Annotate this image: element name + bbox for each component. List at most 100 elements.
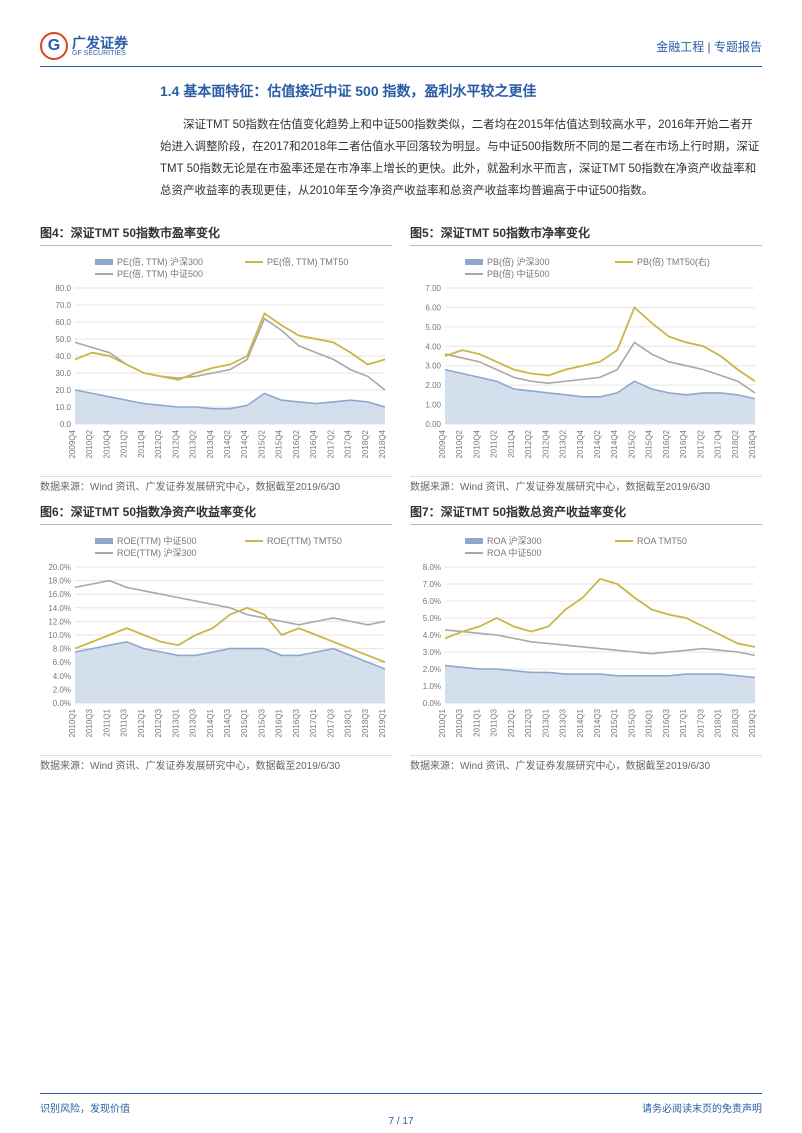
svg-text:2.00: 2.00 bbox=[425, 382, 441, 391]
svg-text:2017Q2: 2017Q2 bbox=[326, 430, 335, 459]
svg-text:2014Q1: 2014Q1 bbox=[206, 709, 215, 738]
svg-text:2015Q3: 2015Q3 bbox=[627, 709, 636, 738]
svg-text:ROE(TTM) 沪深300: ROE(TTM) 沪深300 bbox=[117, 547, 197, 558]
svg-text:10.0: 10.0 bbox=[55, 403, 71, 412]
chart-5-note: 数据来源：Wind 资讯、广发证券发展研究中心，数据截至2019/6/30 bbox=[410, 476, 762, 495]
svg-text:2013Q2: 2013Q2 bbox=[189, 430, 198, 459]
svg-text:2019Q1: 2019Q1 bbox=[748, 709, 757, 738]
svg-text:2016Q1: 2016Q1 bbox=[645, 709, 654, 738]
svg-text:6.0%: 6.0% bbox=[423, 597, 441, 606]
svg-text:8.0%: 8.0% bbox=[423, 563, 441, 572]
svg-text:80.0: 80.0 bbox=[55, 284, 71, 293]
svg-text:6.0%: 6.0% bbox=[53, 659, 71, 668]
page-footer: 识别风险，发现价值 请务必阅读末页的免责声明 bbox=[40, 1093, 762, 1115]
svg-text:2015Q2: 2015Q2 bbox=[627, 430, 636, 459]
svg-text:0.0%: 0.0% bbox=[53, 699, 71, 708]
svg-text:PE(倍, TTM) 沪深300: PE(倍, TTM) 沪深300 bbox=[117, 256, 203, 267]
svg-text:2010Q3: 2010Q3 bbox=[455, 709, 464, 738]
logo-text-en: GF SECURITIES bbox=[72, 50, 128, 57]
svg-text:2015Q2: 2015Q2 bbox=[257, 430, 266, 459]
svg-text:2016Q2: 2016Q2 bbox=[292, 430, 301, 459]
svg-text:60.0: 60.0 bbox=[55, 318, 71, 327]
logo-mark: G bbox=[40, 32, 68, 60]
chart-6-block: 图6：深证TMT 50指数净资产收益率变化 ROE(TTM) 中证500ROE(… bbox=[40, 503, 392, 774]
chart-7-title: 图7：深证TMT 50指数总资产收益率变化 bbox=[410, 503, 762, 525]
footer-left: 识别风险，发现价值 bbox=[40, 1100, 130, 1115]
svg-text:2011Q3: 2011Q3 bbox=[490, 709, 499, 737]
svg-text:2016Q4: 2016Q4 bbox=[679, 430, 688, 459]
svg-text:2013Q4: 2013Q4 bbox=[206, 430, 215, 459]
svg-text:4.0%: 4.0% bbox=[53, 672, 71, 681]
svg-text:20.0%: 20.0% bbox=[48, 563, 71, 572]
header-category: 金融工程 | 专题报告 bbox=[656, 38, 762, 55]
svg-text:2011Q1: 2011Q1 bbox=[102, 709, 111, 737]
svg-text:2012Q3: 2012Q3 bbox=[524, 709, 533, 738]
svg-text:2014Q1: 2014Q1 bbox=[576, 709, 585, 738]
svg-text:2018Q3: 2018Q3 bbox=[361, 709, 370, 738]
svg-text:2014Q2: 2014Q2 bbox=[223, 430, 232, 459]
svg-text:40.0: 40.0 bbox=[55, 352, 71, 361]
logo-text-cn: 广发证券 bbox=[72, 36, 128, 50]
svg-text:2010Q4: 2010Q4 bbox=[472, 430, 481, 459]
svg-text:PE(倍, TTM) TMT50: PE(倍, TTM) TMT50 bbox=[267, 256, 348, 267]
chart-5: PB(倍) 沪深300PB(倍) TMT50(右)PB(倍) 中证5000.00… bbox=[410, 252, 762, 472]
svg-text:5.00: 5.00 bbox=[425, 323, 441, 332]
section-body: 深证TMT 50指数在估值变化趋势上和中证500指数类似，二者均在2015年估值… bbox=[160, 115, 762, 202]
svg-text:3.0%: 3.0% bbox=[423, 648, 441, 657]
chart-6-title: 图6：深证TMT 50指数净资产收益率变化 bbox=[40, 503, 392, 525]
svg-text:2018Q2: 2018Q2 bbox=[361, 430, 370, 459]
chart-5-title: 图5：深证TMT 50指数市净率变化 bbox=[410, 224, 762, 246]
svg-text:7.00: 7.00 bbox=[425, 284, 441, 293]
svg-text:10.0%: 10.0% bbox=[48, 631, 71, 640]
svg-text:2011Q4: 2011Q4 bbox=[507, 430, 516, 458]
svg-text:5.0%: 5.0% bbox=[423, 614, 441, 623]
svg-text:2010Q3: 2010Q3 bbox=[85, 709, 94, 738]
svg-text:ROE(TTM) TMT50: ROE(TTM) TMT50 bbox=[267, 536, 342, 546]
logo: G 广发证券 GF SECURITIES bbox=[40, 32, 128, 60]
svg-text:2017Q4: 2017Q4 bbox=[344, 430, 353, 459]
svg-text:2010Q2: 2010Q2 bbox=[85, 430, 94, 459]
chart-6: ROE(TTM) 中证500 ROE(TTM) TMT50 ROE(TTM) 沪深3… bbox=[40, 531, 392, 751]
svg-text:2017Q3: 2017Q3 bbox=[696, 709, 705, 738]
svg-text:4.0%: 4.0% bbox=[423, 631, 441, 640]
svg-text:2011Q1: 2011Q1 bbox=[472, 709, 481, 737]
chart-6-note: 数据来源：Wind 资讯、广发证券发展研究中心，数据截至2019/6/30 bbox=[40, 755, 392, 774]
svg-text:PB(倍) 沪深300: PB(倍) 沪深300 bbox=[487, 256, 550, 267]
svg-text:2012Q2: 2012Q2 bbox=[524, 430, 533, 459]
svg-text:16.0%: 16.0% bbox=[48, 591, 71, 600]
svg-text:2018Q4: 2018Q4 bbox=[748, 430, 757, 459]
chart-4: PE(倍, TTM) 沪深300 PE(倍, TTM) TMT50 PE(倍, TT… bbox=[40, 252, 392, 472]
svg-text:2017Q1: 2017Q1 bbox=[679, 709, 688, 738]
svg-text:3.00: 3.00 bbox=[425, 362, 441, 371]
svg-text:2012Q4: 2012Q4 bbox=[171, 430, 180, 459]
svg-text:2016Q3: 2016Q3 bbox=[292, 709, 301, 738]
svg-text:2017Q2: 2017Q2 bbox=[696, 430, 705, 459]
svg-text:PE(倍, TTM) 中证500: PE(倍, TTM) 中证500 bbox=[117, 268, 203, 279]
svg-text:2017Q4: 2017Q4 bbox=[714, 430, 723, 459]
svg-text:2012Q1: 2012Q1 bbox=[137, 709, 146, 738]
svg-text:2011Q3: 2011Q3 bbox=[120, 709, 129, 737]
svg-text:2015Q3: 2015Q3 bbox=[257, 709, 266, 738]
svg-text:12.0%: 12.0% bbox=[48, 618, 71, 627]
page-header: G 广发证券 GF SECURITIES 金融工程 | 专题报告 bbox=[40, 32, 762, 67]
svg-text:2016Q4: 2016Q4 bbox=[309, 430, 318, 459]
svg-text:20.0: 20.0 bbox=[55, 386, 71, 395]
svg-text:2016Q3: 2016Q3 bbox=[662, 709, 671, 738]
svg-text:2010Q2: 2010Q2 bbox=[455, 430, 464, 459]
svg-text:PB(倍) TMT50(右): PB(倍) TMT50(右) bbox=[637, 256, 710, 267]
svg-text:ROA TMT50: ROA TMT50 bbox=[637, 536, 687, 546]
svg-text:2.0%: 2.0% bbox=[423, 665, 441, 674]
svg-text:8.0%: 8.0% bbox=[53, 645, 71, 654]
svg-text:2012Q3: 2012Q3 bbox=[154, 709, 163, 738]
svg-text:ROE(TTM) 中证500: ROE(TTM) 中证500 bbox=[117, 535, 197, 546]
svg-text:2013Q1: 2013Q1 bbox=[541, 709, 550, 738]
svg-text:2010Q4: 2010Q4 bbox=[102, 430, 111, 459]
svg-text:2017Q1: 2017Q1 bbox=[309, 709, 318, 738]
svg-text:18.0%: 18.0% bbox=[48, 577, 71, 586]
chart-4-note: 数据来源：Wind 资讯、广发证券发展研究中心，数据截至2019/6/30 bbox=[40, 476, 392, 495]
svg-text:2011Q2: 2011Q2 bbox=[490, 430, 499, 458]
svg-text:2018Q1: 2018Q1 bbox=[344, 709, 353, 738]
svg-text:2009Q4: 2009Q4 bbox=[68, 430, 77, 459]
svg-text:2013Q1: 2013Q1 bbox=[171, 709, 180, 738]
svg-text:2013Q2: 2013Q2 bbox=[559, 430, 568, 459]
